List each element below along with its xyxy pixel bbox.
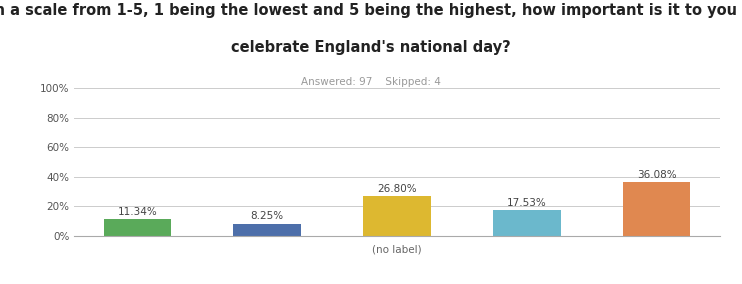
Bar [234, 224, 301, 236]
Text: 8.25%: 8.25% [251, 211, 283, 221]
Text: 26.80%: 26.80% [377, 184, 417, 194]
Text: On a scale from 1-5, 1 being the lowest and 5 being the highest, how important i: On a scale from 1-5, 1 being the lowest … [0, 3, 742, 18]
X-axis label: (no label): (no label) [372, 245, 421, 255]
Text: celebrate England's national day?: celebrate England's national day? [231, 40, 511, 55]
Bar [364, 196, 430, 236]
Bar [104, 219, 171, 236]
Text: 11.34%: 11.34% [117, 207, 157, 217]
Text: Answered: 97    Skipped: 4: Answered: 97 Skipped: 4 [301, 77, 441, 87]
Text: 17.53%: 17.53% [507, 198, 547, 208]
Text: 36.08%: 36.08% [637, 170, 677, 180]
Bar [623, 182, 690, 236]
Bar [493, 210, 560, 236]
